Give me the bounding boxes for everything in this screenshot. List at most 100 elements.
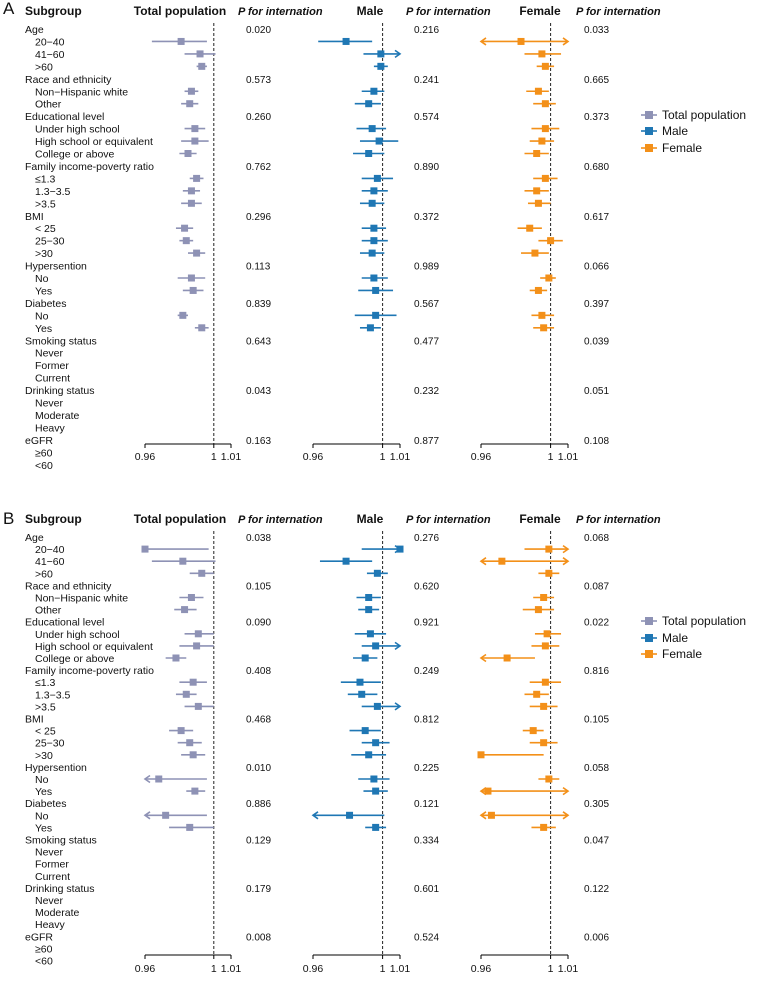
p-value-total: 0.408 (246, 666, 271, 677)
subgroup-label: 41−60 (35, 49, 65, 61)
legend-swatch-total (645, 617, 653, 625)
point-estimate-female (534, 606, 542, 614)
point-estimate-female (547, 237, 555, 245)
subgroup-header: Subgroup (25, 512, 82, 526)
p-value-male: 0.921 (414, 618, 439, 629)
point-estimate-female (545, 274, 553, 282)
ci-arrow-female (479, 786, 487, 796)
x-tick-label-male: 1 (380, 451, 386, 463)
subgroup-label: >3.5 (35, 701, 56, 713)
point-estimate-female (526, 224, 534, 232)
point-estimate-female (534, 286, 542, 294)
point-estimate-male (373, 702, 381, 710)
p-value-male: 0.121 (414, 799, 439, 810)
p-value-female: 0.105 (584, 715, 609, 726)
subgroup-label: Yes (35, 323, 52, 335)
point-estimate-total (187, 87, 195, 95)
point-estimate-female (531, 249, 539, 257)
point-estimate-male (372, 823, 380, 831)
point-estimate-total (187, 594, 195, 601)
category-label: Hypersention (25, 762, 87, 774)
p-value-total: 0.296 (246, 212, 271, 223)
category-label: Smoking status (25, 835, 97, 847)
ci-arrow-male (394, 702, 402, 711)
subgroup-label: No (35, 774, 49, 786)
x-tick-label-total: 1 (211, 451, 217, 463)
point-estimate-total (179, 557, 187, 565)
point-estimate-total (194, 702, 202, 710)
category-label: eGFR (25, 931, 53, 943)
subgroup-label: 1.3−3.5 (35, 689, 70, 701)
point-estimate-female (541, 62, 549, 70)
subgroup-label: Never (35, 895, 64, 907)
p-value-total: 0.008 (246, 932, 271, 943)
p-value-male: 0.574 (414, 112, 439, 123)
point-estimate-total (189, 751, 197, 759)
legend-label-female: Female (662, 647, 702, 661)
point-estimate-male (366, 630, 374, 638)
subgroup-label: Yes (35, 822, 52, 834)
group-header-total: Total population (134, 4, 226, 18)
point-estimate-male (365, 606, 373, 614)
subgroup-label: < 25 (35, 726, 56, 738)
point-estimate-total (189, 678, 197, 686)
ci-arrow-male (394, 641, 402, 651)
ci-arrow-total (143, 811, 151, 820)
p-value-male: 0.601 (414, 884, 439, 895)
subgroup-label: No (35, 273, 49, 285)
p-value-female: 0.058 (584, 763, 609, 774)
point-estimate-female (545, 545, 553, 553)
subgroup-label: Other (35, 99, 62, 111)
x-tick-label-female: 0.96 (471, 963, 492, 975)
p-value-male: 0.567 (414, 299, 439, 310)
point-estimate-male (368, 125, 376, 133)
point-estimate-male (346, 811, 354, 819)
legend-swatch-total (645, 111, 653, 119)
point-estimate-total (181, 224, 189, 232)
p-value-male: 0.216 (414, 25, 439, 36)
subgroup-label: < 25 (35, 223, 56, 235)
point-estimate-female (484, 787, 492, 795)
point-estimate-female (540, 594, 548, 601)
point-estimate-female (538, 311, 546, 319)
p-value-male: 0.620 (414, 581, 439, 592)
subgroup-label: ≥60 (35, 943, 53, 955)
subgroup-label: Current (35, 871, 70, 883)
point-estimate-total (172, 654, 180, 662)
point-estimate-female (540, 702, 548, 710)
p-value-total: 0.839 (246, 299, 271, 310)
category-label: Educational level (25, 617, 104, 629)
p-value-female: 0.047 (584, 836, 609, 847)
x-tick-label-female: 0.96 (471, 451, 492, 463)
subgroup-label: 20−40 (35, 544, 65, 556)
p-value-female: 0.051 (584, 386, 609, 397)
subgroup-label: ≤1.3 (35, 677, 56, 689)
group-header-male: Male (357, 512, 384, 526)
x-tick-label-male: 0.96 (303, 451, 324, 463)
subgroup-label: 41−60 (35, 556, 65, 568)
point-estimate-male (365, 150, 373, 157)
p-value-total: 0.762 (246, 162, 271, 173)
p-value-female: 0.066 (584, 262, 609, 273)
point-estimate-total (198, 569, 206, 577)
point-estimate-male (356, 678, 364, 686)
point-estimate-total (186, 823, 194, 831)
legend-swatch-male (645, 634, 653, 642)
p-value-male: 0.334 (414, 836, 439, 847)
x-tick-label-female: 1.01 (558, 451, 579, 463)
subgroup-label: Heavy (35, 422, 66, 434)
subgroup-label: >60 (35, 568, 53, 580)
subgroup-label: Other (35, 605, 62, 617)
ci-arrow-female (562, 557, 570, 566)
ci-arrow-female (479, 653, 487, 663)
ci-arrow-female (479, 37, 487, 46)
x-tick-label-total: 1 (211, 963, 217, 975)
x-tick-label-female: 1.01 (558, 963, 579, 975)
point-estimate-female (498, 557, 506, 565)
subgroup-label: <60 (35, 460, 53, 472)
point-estimate-female (541, 642, 549, 650)
point-estimate-total (141, 545, 149, 553)
point-estimate-male (396, 545, 404, 553)
point-estimate-total (198, 324, 206, 332)
